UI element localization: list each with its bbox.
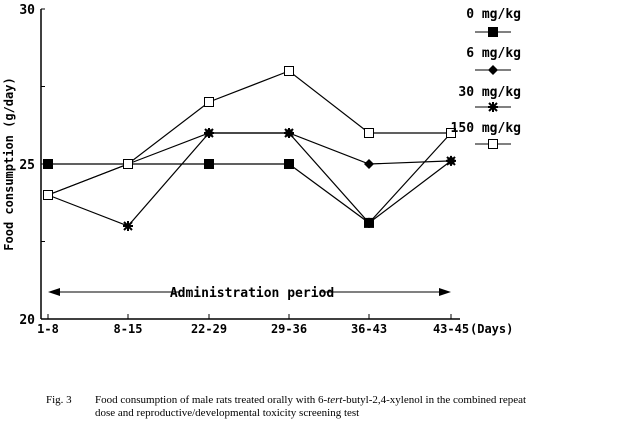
data-point-0-mg-kg [284,159,294,169]
legend-label-150-mg-kg: 150 mg/kg [451,121,521,136]
data-point-150-mg-kg [204,97,214,107]
figure-caption: Food consumption of male rats treated or… [95,394,625,420]
data-point-30-mg-kg [446,155,456,166]
data-point-6-mg-kg [364,159,374,169]
data-point-150-mg-kg [43,190,53,200]
legend-marker-0-mg-kg [488,27,498,37]
x-unit-label: (Days) [470,322,513,336]
series-line-30-mg-kg [47,132,452,227]
x-tick-label: 1-8 [37,322,59,336]
caption-text-1: Food consumption of male rats treated or… [95,394,328,406]
data-point-0-mg-kg [43,159,53,169]
data-point-150-mg-kg [123,159,133,169]
y-tick-label: 25 [19,158,35,173]
series-line-0-mg-kg [48,132,452,224]
caption-text-2: -butyl-2,4-xylenol in the combined repea… [342,394,527,406]
legend-label-0-mg-kg: 0 mg/kg [466,7,521,22]
food-consumption-chart: 20 25 30 1-8 8-15 22-29 29-36 36-43 43-45 (Days) F… [2,3,521,336]
data-point-30-mg-kg [123,221,133,231]
legend-marker-150-mg-kg [488,139,498,149]
y-axis-label: Food consumption (g/day) [2,77,16,250]
arrow-head-left [48,288,60,296]
arrow-head-right [439,288,451,296]
x-tick-label: 8-15 [114,322,143,336]
legend-marker-30-mg-kg [488,102,498,112]
x-tick-label: 36-43 [351,322,387,336]
data-point-150-mg-kg [284,66,294,76]
x-tick-label: 43-45 [433,322,469,336]
legend-label-30-mg-kg: 30 mg/kg [458,85,521,100]
figure-label: Fig. 3 [46,394,72,406]
caption-italic: tert [327,394,343,406]
data-point-30-mg-kg [204,128,214,138]
data-point-30-mg-kg [364,217,374,228]
annotation-label: Administration period [170,286,334,301]
legend-marker-6-mg-kg [488,65,498,75]
x-tick-label: 22-29 [191,322,227,336]
data-point-150-mg-kg [364,128,374,138]
data-point-30-mg-kg [284,128,294,138]
y-tick-label: 30 [19,3,35,18]
data-point-150-mg-kg [446,128,456,138]
legend-label-6-mg-kg: 6 mg/kg [466,46,521,61]
series-line-150-mg-kg [47,70,451,196]
x-tick-label: 29-36 [271,322,307,336]
caption-line-2: dose and reproductive/developmental toxi… [95,407,360,419]
data-point-0-mg-kg [204,159,214,169]
y-tick-label: 20 [19,313,35,328]
